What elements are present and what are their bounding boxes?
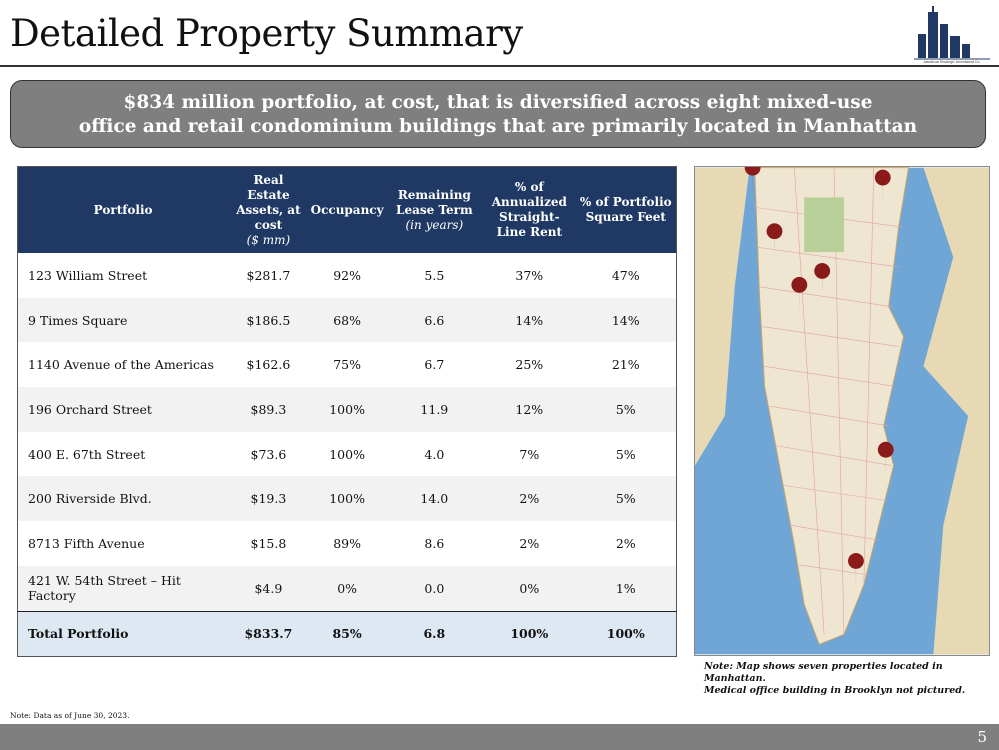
cell: 5% [575,387,677,432]
cell: 25% [515,357,544,373]
cell: 2% [483,476,576,522]
column-header: Portfolio [17,166,229,253]
column-label: % of Portfolio Square Feet [579,195,672,224]
cell: 0% [308,565,386,611]
cell: 200 Riverside Blvd. [17,476,229,522]
cell: 100% [308,387,386,432]
column-header: Occupancy [308,166,386,253]
cell: 11.9 [385,387,484,432]
cell: 5% [615,446,636,462]
cell: $89.3 [228,387,309,432]
column-label: Portfolio [93,202,153,217]
cell: 8713 Fifth Avenue [28,535,145,551]
cell: $19.3 [228,476,309,522]
map-note-line: Note: Map shows seven properties located… [704,661,943,684]
cell: 6.7 [424,357,445,373]
cell: $281.7 [246,267,291,283]
total-row: Total Portfolio $833.7 85% 6.8 100% 100% [17,610,677,657]
cell: 6.8 [385,610,484,657]
cell: 0.0 [385,565,484,611]
cell: 100% [308,476,386,522]
column-sub: ($ mm) [246,232,291,247]
page-number: 5 [977,728,987,746]
cell: 1140 Avenue of the Americas [28,357,214,373]
column-label: Real Estate Assets, at cost [236,172,301,232]
row: 123 William Street $281.7 92% 5.5 37% 47% [18,253,677,298]
cell: 7% [519,446,540,462]
column-label: Occupancy [310,202,384,217]
rule [0,65,999,67]
row: 421 W. 54th Street – Hit Factory $4.9 0% 0.… [17,565,677,611]
cell: 37% [515,267,544,283]
logo: American Strategic Investment Co. [914,6,990,64]
footnote: Note: Data as of June 30, 2023. [10,711,130,720]
title: Detailed Property Summary [10,12,523,55]
cell: 100% [575,610,677,657]
cell: 4.0 [424,446,445,462]
map-note-line: Medical office building in Brooklyn not … [704,685,966,696]
cell: $186.5 [228,297,309,343]
cell: 8.6 [424,535,445,551]
cell: 5.5 [424,267,445,283]
cell: 92% [333,267,361,283]
column-sub: (in years) [405,217,464,232]
row: 200 Riverside Blvd. $19.3 100% 14.0 2% 5% [17,476,677,522]
row: 1140 Avenue of the Americas $162.6 75% 6.7 2… [18,342,677,387]
cell: 21% [611,357,640,373]
column-header: Real Estate Assets, at cost ($ mm) [228,166,309,253]
row: 196 Orchard Street $89.3 100% 11.9 12% 5% [17,387,677,432]
cell: 0% [483,565,576,611]
cell: 1% [575,565,677,611]
cell: 123 William Street [28,267,148,283]
cell: $15.8 [250,535,287,551]
column-header: % of Annualized Straight-Line Rent [483,166,576,253]
map-note: Note: Map shows seven properties located… [704,661,999,697]
logo-text: American Strategic Investment Co. [923,60,981,64]
cell: 100% [483,610,576,657]
cell: 400 E. 67th Street [28,446,146,462]
cell: 75% [333,357,361,373]
cell: 9 Times Square [17,297,229,343]
cell: 68% [308,297,386,343]
cell: 14% [483,297,576,343]
cell: $73.6 [250,446,287,462]
cell: 2% [615,535,636,551]
cell: 2% [519,535,540,551]
cell: 421 W. 54th Street – Hit Factory [17,565,229,611]
cell: $833.7 [228,610,309,657]
cell: 14% [575,297,677,343]
cell: $162.6 [246,357,291,373]
row: 9 Times Square $186.5 68% 6.6 14% 14% [17,297,677,343]
row: 400 E. 67th Street $73.6 100% 4.0 7% 5% [18,432,677,477]
banner-line: office and retail condominium buildings … [78,116,918,137]
cell: 14.0 [385,476,484,522]
banner: $834 million portfolio, at cost, that is… [10,80,986,148]
cell: 47% [611,267,640,283]
property-table: Portfolio Real Estate Assets, at cost ($ m… [17,166,677,658]
banner-line: $834 million portfolio, at cost, that is… [123,92,873,113]
column-label: % of Annualized Straight-Line Rent [491,180,567,239]
cell: Total Portfolio [17,610,229,657]
column-header: Remaining Lease Term (in years) [385,166,484,253]
column-label: Remaining Lease Term [396,187,473,217]
footer-bar [0,724,999,750]
row: 8713 Fifth Avenue $15.8 89% 8.6 2% 2% [18,521,677,566]
cell: 89% [333,535,361,551]
cell: 100% [329,446,365,462]
cell: 12% [483,387,576,432]
map [694,166,990,656]
cell: 85% [308,610,386,657]
cell: $4.9 [228,565,309,611]
cell: 6.6 [385,297,484,343]
cell: 196 Orchard Street [17,387,229,432]
column-header: % of Portfolio Square Feet [575,166,677,253]
cell: 5% [575,476,677,522]
